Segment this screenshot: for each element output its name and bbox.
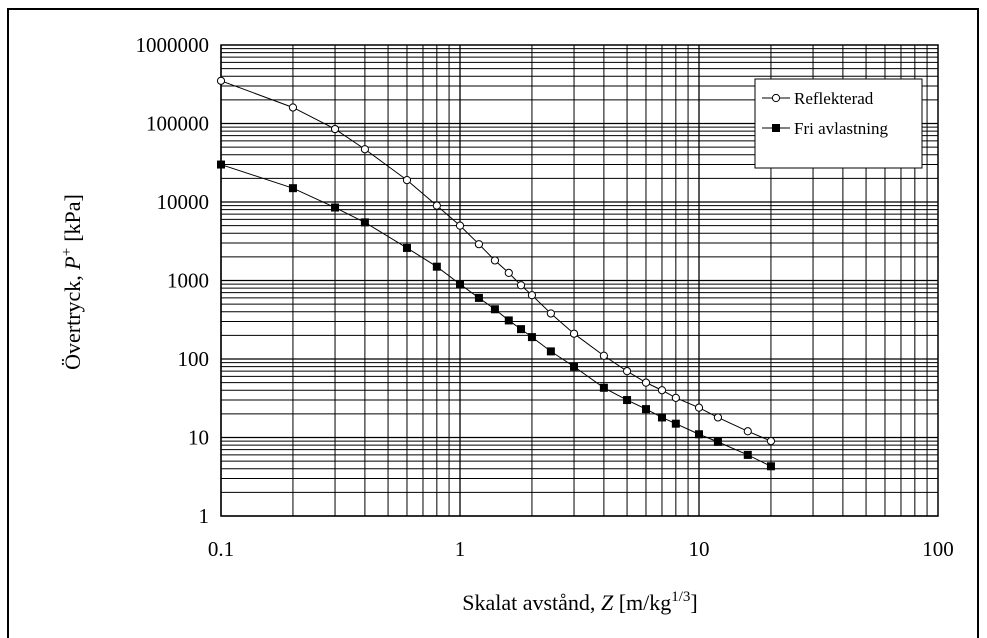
- series-reflekterad: [216, 76, 776, 446]
- data-point: [713, 413, 723, 422]
- data-point: [599, 351, 608, 360]
- legend-label-reflekterad: Reflekterad: [794, 89, 874, 108]
- legend-label-fri-avlastning: Fri avlastning: [794, 119, 888, 138]
- data-point: [622, 367, 632, 376]
- y-axis-tick-labels: 1 10 100 1000 10000 100000 1000000: [136, 33, 210, 528]
- x-tick-label: 1: [455, 537, 466, 561]
- data-point: [743, 427, 752, 436]
- data-point: [546, 309, 555, 318]
- data-point: [569, 329, 579, 338]
- data-point: [360, 218, 369, 227]
- data-point: [455, 221, 465, 230]
- data-point: [527, 333, 536, 342]
- data-point: [490, 305, 499, 314]
- y-tick-label: 1: [199, 504, 210, 528]
- data-point: [490, 256, 500, 265]
- data-point: [623, 396, 632, 405]
- data-point: [570, 362, 579, 371]
- data-point: [657, 386, 667, 395]
- data-point: [766, 436, 776, 446]
- legend: Reflekterad Fri avlastning: [754, 78, 923, 169]
- data-point: [641, 378, 651, 387]
- x-tick-label: 10: [689, 537, 710, 561]
- data-point: [671, 393, 680, 402]
- data-point: [474, 293, 483, 302]
- data-point: [766, 462, 775, 471]
- data-point: [599, 383, 608, 392]
- series-fri-avlastning: [217, 160, 775, 471]
- data-point: [217, 160, 225, 169]
- data-point: [432, 201, 441, 210]
- data-point: [546, 347, 555, 356]
- data-point: [504, 268, 513, 277]
- data-point: [330, 124, 340, 134]
- data-point: [331, 203, 340, 212]
- legend-entry-fri-avlastning: Fri avlastning: [762, 119, 888, 138]
- data-point: [641, 405, 650, 414]
- y-tick-label: 1000000: [136, 33, 210, 57]
- data-point: [517, 325, 526, 334]
- data-point: [432, 262, 441, 271]
- y-tick-label: 10: [188, 426, 209, 450]
- legend-entry-reflekterad: Reflekterad: [762, 89, 874, 108]
- y-tick-label: 10000: [157, 190, 210, 214]
- data-point: [695, 430, 703, 439]
- plot-area-border: [220, 44, 939, 517]
- data-point: [456, 280, 464, 289]
- data-point: [671, 419, 680, 428]
- data-point: [527, 291, 537, 300]
- data-point: [360, 145, 369, 154]
- data-point: [743, 450, 752, 459]
- data-point: [504, 316, 513, 325]
- legend-marker-open-circle: [771, 93, 781, 103]
- y-axis-label: Övertryck, P+[kPa]: [59, 194, 85, 370]
- data-point: [713, 437, 722, 446]
- data-point: [694, 403, 704, 412]
- y-tick-label: 100000: [146, 112, 209, 136]
- data-point: [402, 176, 412, 185]
- x-tick-label: 0.1: [208, 537, 234, 561]
- y-tick-label: 1000: [167, 269, 209, 293]
- data-point: [216, 76, 226, 85]
- data-point: [474, 240, 484, 249]
- data-point: [402, 243, 411, 252]
- x-axis-label: Skalat avstånd, Z [m/kg1/3]: [462, 589, 698, 615]
- data-point: [516, 281, 526, 290]
- data-point: [288, 103, 298, 112]
- y-tick-label: 100: [178, 347, 210, 371]
- data-point: [657, 413, 666, 422]
- x-axis-tick-labels: 0.1 1 10 100: [208, 537, 954, 561]
- legend-marker-filled-square: [772, 124, 780, 132]
- series-layer: [216, 76, 776, 471]
- data-point: [288, 184, 297, 193]
- x-tick-label: 100: [922, 537, 954, 561]
